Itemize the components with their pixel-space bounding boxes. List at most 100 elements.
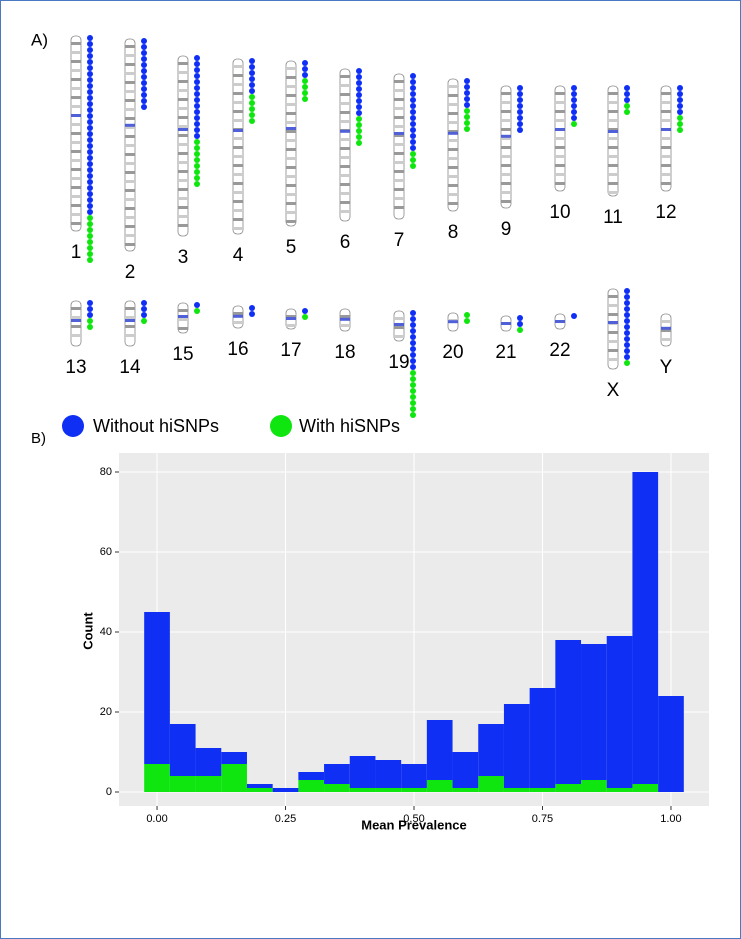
chromosome-label: 22 (549, 340, 570, 361)
panel-label: B) (31, 430, 46, 447)
band (394, 143, 404, 146)
snp-dot (464, 84, 470, 90)
snp-dot (141, 80, 147, 86)
snp-group (410, 310, 416, 370)
band (233, 173, 243, 176)
band (340, 183, 350, 186)
snp-dot (410, 157, 416, 163)
snp-dot (464, 312, 470, 318)
snp-group (249, 94, 255, 124)
y-tick-label: 0 (106, 786, 112, 798)
snp-dot (464, 108, 470, 114)
band (340, 156, 350, 159)
snp-dot (194, 109, 200, 115)
snp-dot (302, 96, 308, 102)
centromere (233, 315, 243, 318)
snp-dot (249, 305, 255, 311)
snp-dot (87, 137, 93, 143)
snp-dot (141, 306, 147, 312)
band (608, 110, 618, 113)
snp-dot (517, 109, 523, 115)
snp-dot (87, 209, 93, 215)
band (71, 60, 81, 63)
band (233, 92, 243, 95)
chromosome (608, 289, 618, 369)
band (661, 155, 671, 158)
band (178, 143, 188, 146)
chromosome-label: 12 (655, 202, 676, 223)
snp-dot (249, 76, 255, 82)
snp-dot (87, 167, 93, 173)
chromosome-label: 19 (388, 352, 409, 373)
snp-dot (517, 327, 523, 333)
snp-dot (410, 364, 416, 370)
band (71, 204, 81, 207)
snp-group (87, 300, 93, 318)
snp-dot (249, 100, 255, 106)
snp-dot (517, 121, 523, 127)
band (661, 182, 671, 185)
band (71, 69, 81, 72)
snp-group (571, 85, 577, 121)
y-tick-label: 60 (100, 546, 112, 558)
chromosome-label: 7 (394, 230, 405, 251)
snp-dot (194, 97, 200, 103)
band (125, 198, 135, 201)
snp-dot (624, 294, 630, 300)
band (448, 184, 458, 187)
snp-dot (302, 72, 308, 78)
band (233, 74, 243, 77)
band (340, 102, 350, 105)
snp-dot (87, 251, 93, 257)
snp-dot (302, 78, 308, 84)
snp-dot (87, 227, 93, 233)
snp-dot (87, 95, 93, 101)
x-tick-label: 0.00 (146, 813, 167, 825)
snp-dot (624, 109, 630, 115)
bar (144, 612, 170, 764)
band (233, 83, 243, 86)
snp-group (356, 68, 362, 116)
snp-dot (517, 97, 523, 103)
snp-dot (249, 70, 255, 76)
band (286, 193, 296, 196)
snp-dot (194, 163, 200, 169)
band (394, 80, 404, 83)
snp-group (249, 305, 255, 317)
band (233, 110, 243, 113)
snp-group (194, 55, 200, 139)
snp-dot (249, 88, 255, 94)
band (125, 216, 135, 219)
band (340, 93, 350, 96)
chromosome-label: 6 (340, 232, 351, 253)
snp-dot (194, 103, 200, 109)
snp-dot (464, 120, 470, 126)
band (125, 54, 135, 57)
figure: A) B) Without hiSNPs With hiSNPs Mean Pr… (0, 0, 741, 939)
snp-dot (194, 308, 200, 314)
snp-group (302, 314, 308, 320)
band (448, 193, 458, 196)
chromosome-label: 8 (448, 222, 459, 243)
snp-dot (624, 306, 630, 312)
snp-dot (87, 306, 93, 312)
snp-dot (87, 125, 93, 131)
snp-dot (194, 145, 200, 151)
centromere (661, 327, 671, 330)
snp-dot (624, 348, 630, 354)
bar (298, 772, 324, 780)
band (233, 209, 243, 212)
centromere (448, 132, 458, 135)
band (394, 98, 404, 101)
snp-group (141, 318, 147, 324)
centromere (608, 321, 618, 324)
snp-group (356, 116, 362, 146)
snp-group (410, 370, 416, 418)
snp-dot (87, 173, 93, 179)
band (178, 89, 188, 92)
snp-dot (624, 324, 630, 330)
snp-dot (87, 83, 93, 89)
snp-dot (677, 85, 683, 91)
band (178, 197, 188, 200)
band (125, 225, 135, 228)
